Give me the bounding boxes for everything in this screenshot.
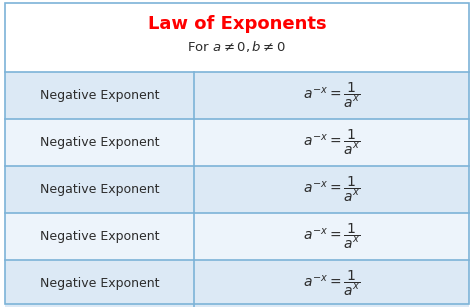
- Text: $a^{-x} = \dfrac{1}{a^x}$: $a^{-x} = \dfrac{1}{a^x}$: [303, 222, 361, 251]
- Text: Negative Exponent: Negative Exponent: [40, 89, 159, 102]
- Bar: [5, 166, 469, 213]
- Bar: [5, 3, 469, 72]
- Text: $a^{-x} = \dfrac{1}{a^x}$: $a^{-x} = \dfrac{1}{a^x}$: [303, 128, 361, 157]
- Text: Negative Exponent: Negative Exponent: [40, 183, 159, 196]
- Text: Law of Exponents: Law of Exponents: [148, 15, 326, 33]
- Text: Negative Exponent: Negative Exponent: [40, 230, 159, 243]
- Text: $a^{-x} = \dfrac{1}{a^x}$: $a^{-x} = \dfrac{1}{a^x}$: [303, 175, 361, 204]
- Bar: [5, 260, 469, 307]
- Text: Negative Exponent: Negative Exponent: [40, 277, 159, 290]
- Bar: [5, 213, 469, 260]
- Text: Negative Exponent: Negative Exponent: [40, 136, 159, 149]
- Text: $a^{-x} = \dfrac{1}{a^x}$: $a^{-x} = \dfrac{1}{a^x}$: [303, 81, 361, 111]
- Text: For $a\neq 0, b\neq 0$: For $a\neq 0, b\neq 0$: [187, 39, 287, 54]
- Text: $a^{-x} = \dfrac{1}{a^x}$: $a^{-x} = \dfrac{1}{a^x}$: [303, 269, 361, 298]
- Bar: [5, 119, 469, 166]
- Bar: [5, 72, 469, 119]
